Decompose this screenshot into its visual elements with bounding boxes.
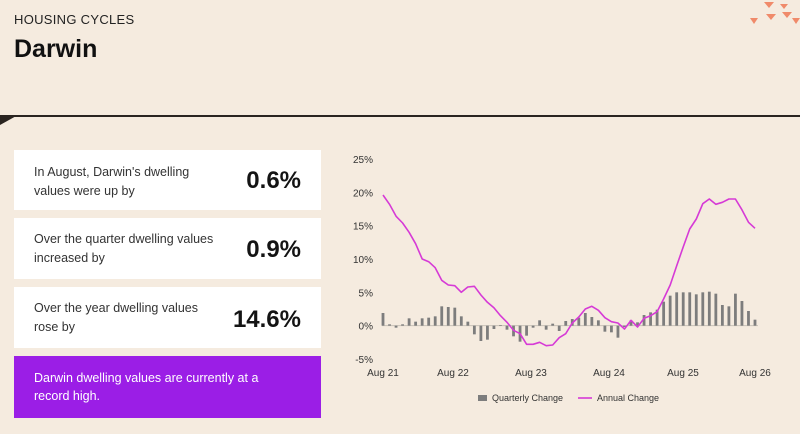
quarterly-bar (714, 293, 718, 326)
x-tick-label: Aug 24 (593, 368, 625, 379)
x-tick-label: Aug 23 (515, 368, 547, 379)
quarterly-bar (747, 311, 750, 326)
quarterly-bar (616, 325, 620, 338)
quarterly-bar (466, 321, 470, 326)
divider-notch (0, 115, 18, 125)
quarterly-bar (610, 325, 613, 333)
quarterly-bar (427, 317, 431, 326)
quarterly-bar (525, 325, 528, 336)
quarterly-bar (668, 295, 672, 326)
quarterly-bar (440, 306, 444, 326)
quarterly-bar (583, 313, 587, 326)
quarterly-bar (596, 320, 600, 326)
quarterly-bar (544, 325, 548, 330)
y-tick-label: -5% (355, 355, 373, 366)
x-tick-label: Aug 21 (367, 368, 399, 379)
quarterly-bar (505, 325, 509, 330)
quarterly-bar (642, 315, 646, 326)
quarterly-bar (420, 318, 424, 326)
stat-card-annual: Over the year dwelling values rose by 14… (14, 287, 321, 348)
decorative-flag-shape (764, 2, 774, 8)
x-tick-label: Aug 26 (739, 368, 771, 379)
quarterly-bar (479, 325, 483, 341)
stat-label-annual: Over the year dwelling values rose by (34, 301, 198, 334)
decorative-flag-shape (792, 18, 800, 24)
decorative-flag-pattern (750, 2, 800, 24)
stat-card-monthly: In August, Darwin's dwelling values were… (14, 150, 321, 210)
quarterly-bar (401, 324, 404, 326)
quarterly-bar (551, 323, 555, 326)
page-title: Darwin (14, 35, 98, 63)
quarterly-bar (623, 325, 626, 327)
quarterly-bar (499, 325, 502, 326)
decorative-flag-shape (780, 4, 788, 9)
quarterly-bar (531, 325, 535, 328)
callout-text: Darwin dwelling values are currently at … (34, 371, 259, 403)
quarterly-bar (472, 325, 476, 335)
quarterly-bar (701, 292, 705, 326)
stat-label-quarterly: Over the quarter dwelling values increas… (34, 232, 214, 265)
quarterly-bar (407, 318, 411, 326)
header-divider (0, 115, 800, 117)
annual-change-line (382, 194, 756, 347)
quarterly-bar (492, 325, 496, 329)
stat-label-monthly: In August, Darwin's dwelling values were… (34, 165, 190, 198)
quarterly-bar (414, 321, 418, 326)
record-high-callout: Darwin dwelling values are currently at … (14, 356, 321, 418)
quarterly-bar (603, 325, 607, 332)
y-tick-label: 20% (353, 188, 373, 199)
x-tick-label: Aug 22 (437, 368, 469, 379)
stat-value-annual: 14.6% (232, 306, 301, 333)
quarterly-bar (486, 325, 489, 340)
legend-quarterly-swatch (478, 395, 487, 401)
quarterly-bar (629, 320, 633, 326)
y-tick-label: 25% (353, 155, 373, 166)
quarterly-bar (707, 291, 711, 326)
stat-value-monthly: 0.6% (246, 167, 301, 194)
quarterly-bar (675, 292, 679, 326)
legend-annual-label: Annual Change (597, 393, 659, 403)
stat-card-quarterly: Over the quarter dwelling values increas… (14, 218, 321, 279)
y-tick-label: 5% (359, 288, 374, 299)
quarterly-bar (590, 317, 594, 326)
quarterly-bar (649, 312, 652, 326)
quarterly-bar (662, 301, 666, 326)
y-tick-label: 10% (353, 255, 373, 266)
quarterly-bar (453, 307, 457, 326)
quarterly-bar (394, 325, 398, 328)
quarterly-bar (734, 293, 737, 326)
quarterly-bar (688, 292, 692, 326)
quarterly-bar (694, 294, 698, 326)
quarterly-bar (720, 305, 724, 326)
legend-quarterly-label: Quarterly Change (492, 393, 563, 403)
x-tick-label: Aug 25 (667, 368, 699, 379)
decorative-flag-shape (766, 14, 776, 20)
quarterly-bar (433, 316, 437, 326)
decorative-flag-shape (782, 12, 792, 18)
quarterly-bar (381, 313, 385, 326)
housing-cycle-chart: 25% 20% 15% 10% 5% 0% -5% Aug 21 Aug 22 Aug 23 Aug… (353, 155, 771, 403)
quarterly-bar (636, 322, 639, 326)
quarterly-bar (577, 317, 581, 326)
quarterly-bar (446, 307, 450, 326)
quarterly-bar (564, 321, 568, 326)
quarterly-bar (388, 324, 391, 326)
stat-value-quarterly: 0.9% (246, 236, 301, 263)
quarterly-bar (655, 309, 659, 326)
quarterly-bar (753, 319, 757, 326)
quarterly-bar (459, 316, 463, 326)
quarterly-bar (740, 301, 744, 326)
section-eyebrow: HOUSING CYCLES (14, 12, 135, 27)
quarterly-bar (727, 306, 731, 326)
quarterly-bar (681, 292, 685, 326)
decorative-flag-shape (750, 18, 758, 24)
quarterly-bar (557, 325, 561, 331)
y-tick-label: 0% (359, 322, 374, 333)
y-tick-label: 15% (353, 222, 373, 233)
quarterly-bar (538, 320, 542, 326)
